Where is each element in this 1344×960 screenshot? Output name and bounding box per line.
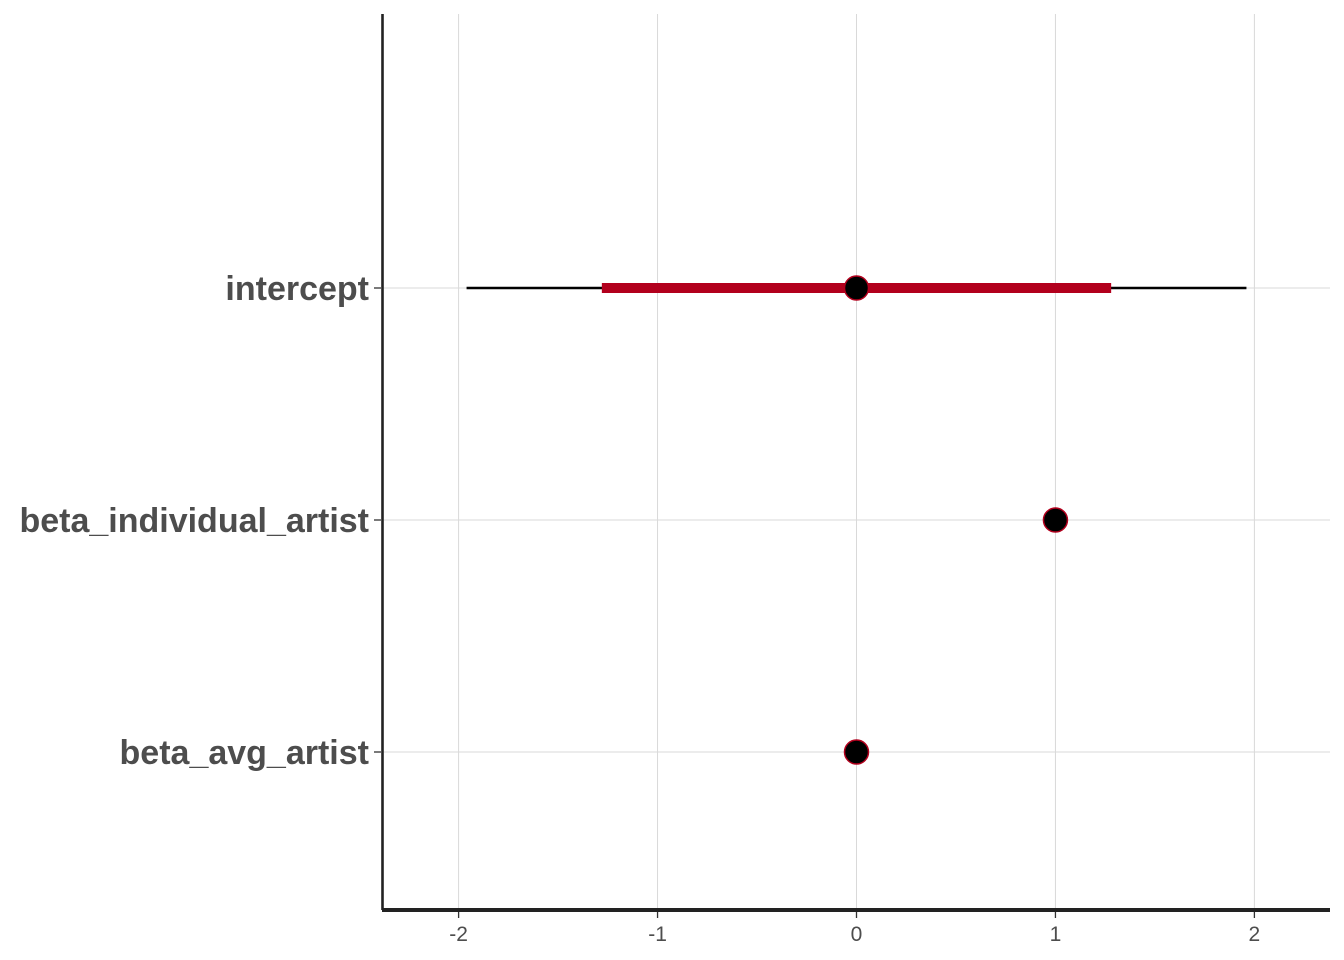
axes: [381, 14, 1330, 912]
x-tick-label: -1: [648, 923, 667, 946]
y-tick-label: beta_avg_artist: [120, 734, 369, 772]
point-estimate: [843, 275, 870, 301]
x-tick-label: 2: [1249, 923, 1261, 946]
grid-lines: [383, 14, 1330, 910]
point-estimate: [843, 739, 870, 765]
x-tick-label: 1: [1050, 923, 1062, 946]
axis-ticks: -2 -1 0 1 2 intercept beta_individual_artistbe…: [19, 270, 1260, 946]
x-tick-label: -2: [449, 923, 468, 946]
point-estimates: [843, 275, 1069, 765]
y-tick-label: beta_individual_artist: [19, 502, 369, 540]
point-estimate: [1042, 507, 1069, 533]
x-tick-label: 0: [851, 923, 863, 946]
y-tick-label: intercept: [225, 270, 369, 308]
